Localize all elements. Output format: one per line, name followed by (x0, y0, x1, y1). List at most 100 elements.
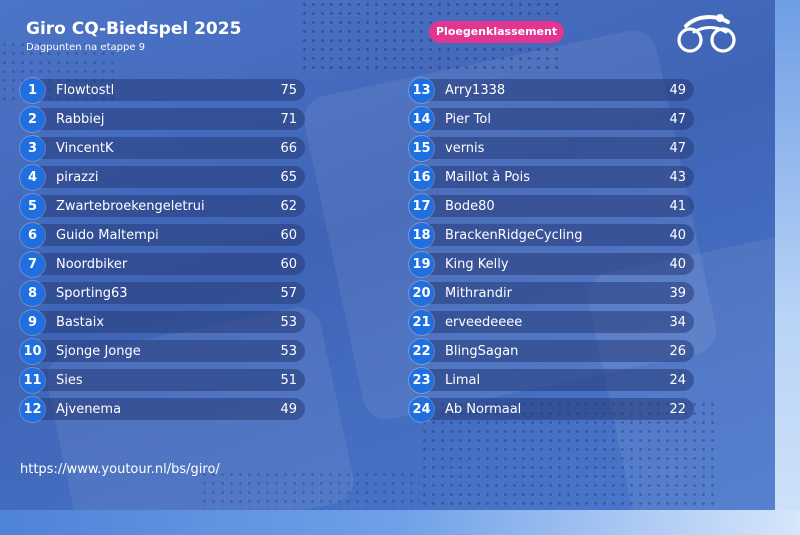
rank-number: 15 (409, 136, 434, 161)
row-background (30, 224, 305, 246)
team-name: Noordbiker (56, 257, 128, 272)
cyclist-logo-icon (677, 14, 736, 53)
team-name: erveedeeee (445, 315, 523, 330)
team-name: BlingSagan (445, 344, 519, 359)
decorative-edge (775, 0, 800, 535)
team-name: Ajvenema (56, 402, 122, 417)
team-name: BrackenRidgeCycling (445, 228, 583, 243)
row-background (419, 369, 694, 391)
team-points: 47 (669, 112, 686, 127)
row-background (30, 340, 305, 362)
ranking-row: 3 VincentK 66 (20, 136, 305, 161)
rank-number: 9 (20, 310, 45, 335)
rank-number: 13 (409, 78, 434, 103)
row-background (419, 224, 694, 246)
team-points: 66 (280, 141, 297, 156)
rank-number: 14 (409, 107, 434, 132)
ranking-row: 19 King Kelly 40 (409, 252, 694, 277)
row-background (419, 79, 694, 101)
ranking-row: 11 Sies 51 (20, 368, 305, 393)
page-subtitle: Dagpunten na etappe 9 (26, 42, 146, 53)
team-points: 22 (669, 402, 686, 417)
rank-number: 5 (20, 194, 45, 219)
ranking-row: 12 Ajvenema 49 (20, 397, 305, 422)
ranking-row: 14 Pier Tol 47 (409, 107, 694, 132)
row-background (30, 195, 305, 217)
ranking-row: 18 BrackenRidgeCycling 40 (409, 223, 694, 248)
ranking-row: 20 Mithrandir 39 (409, 281, 694, 306)
rank-number: 12 (20, 397, 45, 422)
team-name: vernis (445, 141, 485, 156)
ranking-row: 5 Zwartebroekengeletrui 62 (20, 194, 305, 219)
rank-number: 8 (20, 281, 45, 306)
ranking-row: 1 Flowtostl 75 (20, 78, 305, 103)
rank-number: 11 (20, 368, 45, 393)
team-points: 24 (669, 373, 686, 388)
rank-number: 18 (409, 223, 434, 248)
row-background (30, 369, 305, 391)
rank-number: 24 (409, 397, 434, 422)
row-background (419, 137, 694, 159)
ranking-list-right: 13 Arry1338 49 14 Pier Tol 47 15 vernis 47 16 Mail… (409, 78, 694, 426)
row-background (30, 253, 305, 275)
rank-number: 3 (20, 136, 45, 161)
team-points: 26 (669, 344, 686, 359)
row-background (419, 398, 694, 420)
team-name: Sies (56, 373, 83, 388)
team-name: Limal (445, 373, 481, 388)
team-points: 40 (669, 228, 686, 243)
classification-badge: Ploegenklassement (429, 21, 565, 43)
ranking-row: 16 Maillot à Pois 43 (409, 165, 694, 190)
rank-number: 20 (409, 281, 434, 306)
rank-number: 16 (409, 165, 434, 190)
row-background (419, 166, 694, 188)
row-background (419, 195, 694, 217)
team-name: Sjonge Jonge (56, 344, 141, 359)
team-name: Pier Tol (445, 112, 491, 127)
page-title: Giro CQ-Biedspel 2025 (26, 19, 242, 39)
ranking-row: 21 erveedeeee 34 (409, 310, 694, 335)
team-name: Sporting63 (56, 286, 128, 301)
team-points: 34 (669, 315, 686, 330)
ranking-row: 6 Guido Maltempi 60 (20, 223, 305, 248)
row-background (419, 253, 694, 275)
team-points: 53 (280, 344, 297, 359)
team-name: Mithrandir (445, 286, 512, 301)
team-name: pirazzi (56, 170, 99, 185)
rank-number: 17 (409, 194, 434, 219)
team-name: Rabbiej (56, 112, 105, 127)
ranking-row: 4 pirazzi 65 (20, 165, 305, 190)
team-points: 39 (669, 286, 686, 301)
team-points: 65 (280, 170, 297, 185)
decorative-edge (0, 510, 800, 535)
team-name: Ab Normaal (445, 402, 522, 417)
team-name: Arry1338 (445, 83, 506, 98)
rank-number: 7 (20, 252, 45, 277)
row-background (419, 340, 694, 362)
team-points: 62 (280, 199, 297, 214)
team-name: Bode80 (445, 199, 495, 214)
ranking-row: 10 Sjonge Jonge 53 (20, 339, 305, 364)
team-name: King Kelly (445, 257, 509, 272)
ranking-row: 24 Ab Normaal 22 (409, 397, 694, 422)
dot-pattern (200, 470, 420, 510)
team-name: Bastaix (56, 315, 105, 330)
team-points: 41 (669, 199, 686, 214)
row-background (30, 108, 305, 130)
row-background (30, 398, 305, 420)
rank-number: 4 (20, 165, 45, 190)
ranking-row: 2 Rabbiej 71 (20, 107, 305, 132)
team-points: 43 (669, 170, 686, 185)
ranking-row: 23 Limal 24 (409, 368, 694, 393)
team-name: Maillot à Pois (445, 170, 531, 185)
rank-number: 22 (409, 339, 434, 364)
team-points: 60 (280, 257, 297, 272)
ranking-list-left: 1 Flowtostl 75 2 Rabbiej 71 3 VincentK 66 4 pirazz… (20, 78, 305, 426)
ranking-row: 8 Sporting63 57 (20, 281, 305, 306)
team-points: 53 (280, 315, 297, 330)
team-points: 60 (280, 228, 297, 243)
row-background (419, 282, 694, 304)
team-points: 57 (280, 286, 297, 301)
ranking-row: 22 BlingSagan 26 (409, 339, 694, 364)
team-points: 47 (669, 141, 686, 156)
